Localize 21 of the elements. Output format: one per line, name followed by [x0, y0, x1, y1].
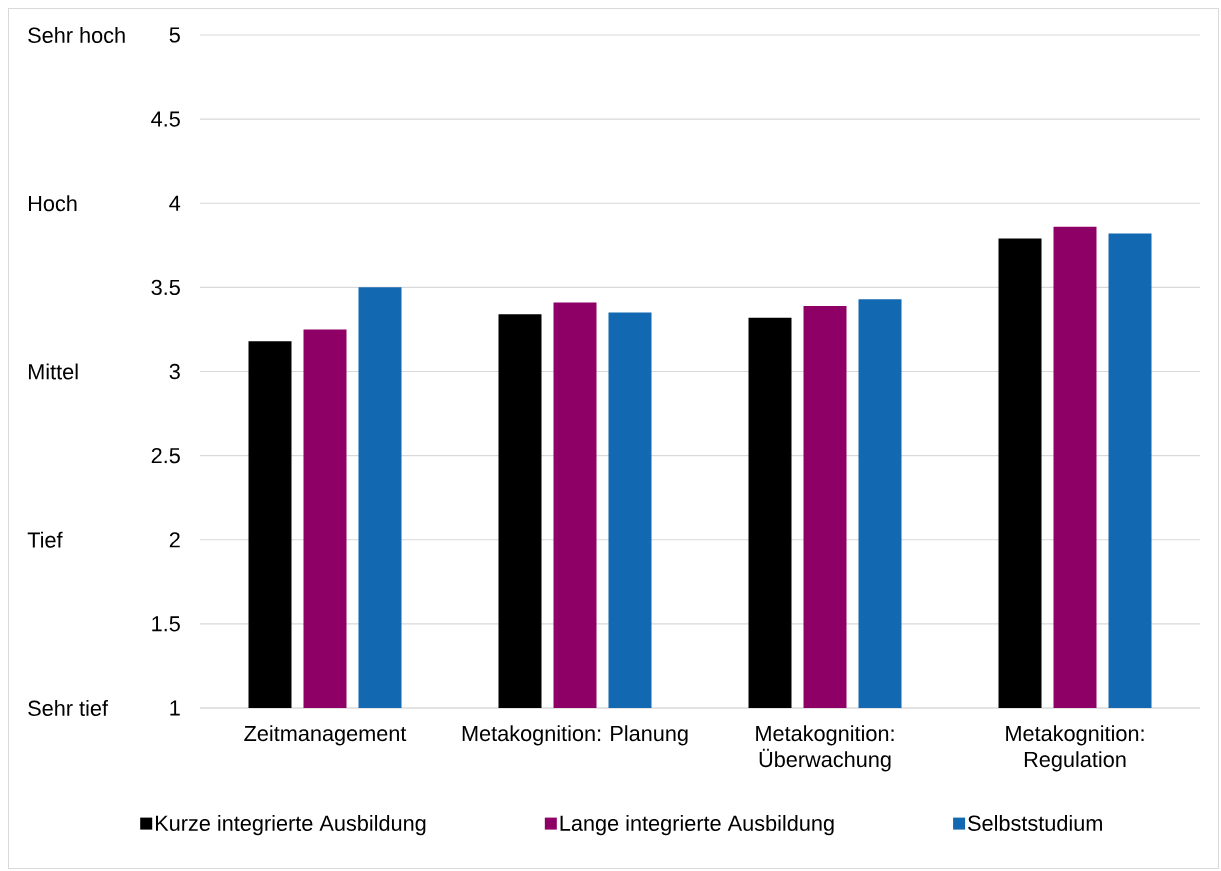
x-tick-label: Metakognition: Überwachung: [756, 725, 894, 772]
y-tick-label: 4.5: [151, 111, 180, 127]
y-tick-label: 4: [169, 195, 181, 211]
legend-label: Selbststudium: [968, 814, 1102, 831]
text: Mittel: [28, 363, 78, 380]
x-tick-label: Metakognition: Planung: [462, 725, 688, 746]
y-tick-label: 1.5: [152, 616, 180, 632]
x-tick-label: Metakognition: Regulation: [1006, 725, 1144, 772]
y-tick-label: 3.5: [151, 279, 180, 296]
text: Hoch: [28, 195, 77, 212]
y-tick-label: 2.5: [151, 447, 180, 464]
y-tick-label: 3: [169, 363, 180, 380]
text: Sehr tief: [28, 700, 109, 716]
y-tick-label: 1: [170, 700, 180, 716]
legend-label: Lange integrierte Ausbildung: [560, 814, 834, 836]
text: Tief: [27, 531, 63, 548]
text: Sehr hoch: [28, 27, 125, 43]
x-tick-label: Zeitmanagement: [244, 725, 407, 746]
legend-label: Kurze integrierte Ausbildung: [155, 814, 426, 836]
y-tick-label: 2: [169, 532, 180, 548]
y-tick-label: 5: [169, 27, 180, 43]
